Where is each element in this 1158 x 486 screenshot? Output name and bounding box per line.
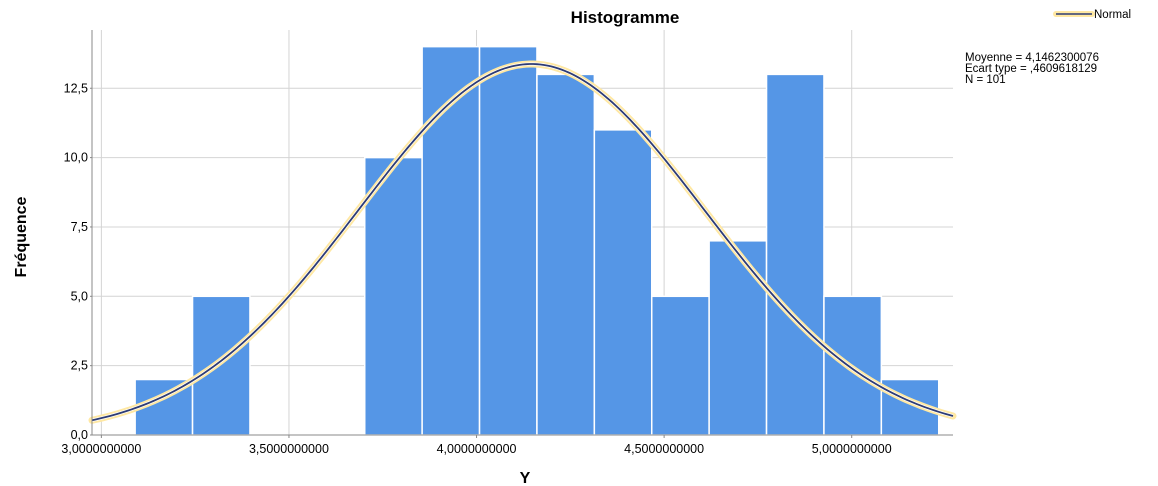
x-axis-title: Y <box>520 470 531 486</box>
histogram-bar <box>478 45 538 436</box>
stats-box: Moyenne = 4,1462300076 Ecart type = ,460… <box>965 52 1099 86</box>
histogram-bar <box>536 73 596 436</box>
stat-n: N = 101 <box>965 74 1006 86</box>
histogram-bar <box>363 156 423 436</box>
histogram-bar <box>421 45 481 436</box>
axes <box>90 30 953 438</box>
stat-mean: Moyenne = 4,1462300076 <box>965 52 1099 64</box>
stat-std: Ecart type = ,4609618129 <box>965 63 1097 75</box>
y-tick-label: 12,5 <box>64 81 88 95</box>
normal-curve <box>88 60 957 424</box>
y-tick-label: 2,5 <box>71 359 88 373</box>
y-tick-label: 7,5 <box>71 220 88 234</box>
y-tick-label: 10,0 <box>64 151 88 165</box>
x-tick-label: 4,5000000000 <box>624 442 704 456</box>
x-tick-labels: 3,0000000000 3,5000000000 4,0000000000 4,50… <box>61 442 891 456</box>
normal-curve-line <box>91 63 954 422</box>
x-tick-label: 4,0000000000 <box>437 442 517 456</box>
x-tick-label: 5,0000000000 <box>812 442 892 456</box>
histogram-bar <box>708 240 768 436</box>
legend: Normal <box>1053 9 1131 21</box>
x-tick-label: 3,0000000000 <box>61 442 141 456</box>
histogram-bar <box>765 73 825 436</box>
histogram-bar <box>191 295 251 436</box>
bars <box>134 45 940 436</box>
y-tick-labels: 0,0 2,5 5,0 7,5 10,0 12,5 <box>64 81 88 442</box>
histogram-bar <box>593 129 653 436</box>
chart-title: Histogramme <box>571 8 680 27</box>
histogram-bar <box>650 295 710 436</box>
y-tick-label: 5,0 <box>71 289 88 303</box>
legend-label: Normal <box>1094 9 1131 21</box>
x-tick-label: 3,5000000000 <box>249 442 329 456</box>
y-axis-title: Fréquence <box>13 196 30 277</box>
y-tick-label: 0,0 <box>71 428 88 442</box>
